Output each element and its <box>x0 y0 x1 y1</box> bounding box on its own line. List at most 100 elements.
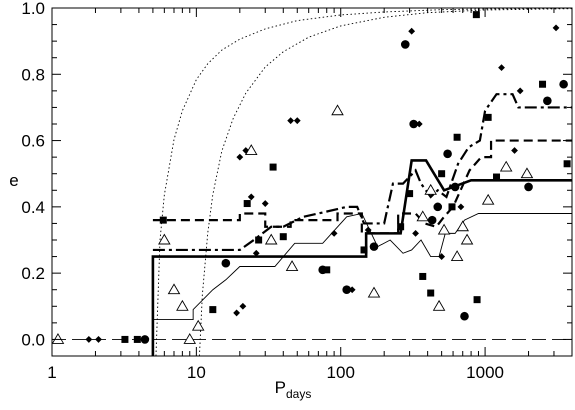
y-axis-label: e <box>9 171 18 190</box>
square-point-2 <box>159 216 167 224</box>
triangle-point-6 <box>244 144 258 155</box>
square-point-1 <box>133 335 141 343</box>
x-tick-label-1: 1 <box>47 363 56 382</box>
square-point-17 <box>472 11 480 19</box>
circle-point-4 <box>369 242 379 251</box>
circle-point-11 <box>460 311 469 321</box>
circle-point-7 <box>427 215 437 225</box>
triangle-point-9 <box>331 104 344 116</box>
x-tick-label-1000: 1000 <box>466 363 504 382</box>
x-axis-label-subscript: days <box>286 387 311 401</box>
square-point-0 <box>121 335 129 343</box>
diamond-point-8 <box>261 200 269 207</box>
x-tick-label-10: 10 <box>187 363 206 382</box>
diamond-point-7 <box>252 249 260 257</box>
square-point-13 <box>427 289 435 297</box>
x-tick-label-100: 100 <box>327 363 355 382</box>
diamond-point-18 <box>457 203 465 211</box>
diamond-point-5 <box>242 147 250 154</box>
diamond-point-13 <box>364 226 372 234</box>
y-tick-label-0.4: 0.4 <box>21 198 45 217</box>
triangle-point-8 <box>285 260 299 271</box>
diamond-point-20 <box>511 147 518 154</box>
y-tick-label-0.0: 0.0 <box>21 330 45 349</box>
square-point-5 <box>255 236 263 244</box>
circle-point-2 <box>318 265 327 275</box>
circle-point-9 <box>443 149 452 159</box>
data-markers <box>52 11 571 344</box>
circle-point-10 <box>450 182 460 192</box>
series-line-dashed-2 <box>152 139 572 235</box>
diamond-point-1 <box>95 336 102 343</box>
diamond-point-11 <box>330 229 338 237</box>
square-point-4 <box>243 200 251 208</box>
circle-point-5 <box>400 40 410 49</box>
square-point-15 <box>448 203 456 211</box>
triangle-point-15 <box>450 250 464 262</box>
circle-point-8 <box>433 202 443 212</box>
triangle-point-16 <box>456 220 470 232</box>
square-point-10 <box>397 223 405 231</box>
diamond-point-4 <box>239 302 247 310</box>
triangle-point-13 <box>432 299 446 311</box>
y-tick-label-0.6: 0.6 <box>21 132 45 151</box>
triangle-point-2 <box>167 283 181 295</box>
square-point-22 <box>563 160 571 168</box>
square-point-16 <box>453 133 461 141</box>
diamond-point-14 <box>408 27 416 35</box>
y-tick-label-0.8: 0.8 <box>21 65 45 84</box>
square-point-7 <box>279 233 287 241</box>
diamond-point-15 <box>412 229 419 237</box>
square-point-20 <box>493 173 501 181</box>
series-line-dotted-5 <box>198 8 572 356</box>
y-tick-label-0.2: 0.2 <box>21 264 45 283</box>
square-point-18 <box>473 296 481 304</box>
square-point-3 <box>209 306 217 314</box>
diamond-point-21 <box>516 87 524 95</box>
square-point-9 <box>360 246 368 254</box>
triangle-point-3 <box>176 299 189 311</box>
diamond-point-9 <box>287 117 295 125</box>
triangle-point-7 <box>264 233 278 245</box>
triangle-point-11 <box>416 210 430 222</box>
diamond-point-6 <box>247 193 255 201</box>
circle-point-12 <box>524 182 533 192</box>
triangle-point-17 <box>460 233 474 245</box>
axis-ticks <box>51 7 573 356</box>
y-tick-label-1.0: 1.0 <box>21 0 45 18</box>
triangle-point-4 <box>183 333 197 344</box>
square-point-19 <box>484 113 492 121</box>
diamond-point-22 <box>552 24 560 32</box>
diamond-point-17 <box>438 253 446 260</box>
triangle-point-12 <box>424 183 437 195</box>
circle-point-0 <box>140 335 150 344</box>
diamond-point-12 <box>348 286 356 294</box>
square-point-12 <box>419 272 427 280</box>
circle-point-3 <box>342 285 351 295</box>
triangle-point-14 <box>437 223 451 235</box>
diamond-point-19 <box>498 64 505 72</box>
diamond-point-3 <box>236 153 244 161</box>
plot-frame <box>51 7 573 357</box>
triangle-point-20 <box>520 167 534 179</box>
circle-point-1 <box>221 258 231 268</box>
triangle-point-19 <box>499 160 513 172</box>
square-point-11 <box>406 190 414 198</box>
series-lines <box>52 8 572 356</box>
circle-point-6 <box>409 119 418 129</box>
diamond-point-0 <box>85 336 93 343</box>
triangle-point-5 <box>191 319 205 331</box>
diamond-point-16 <box>415 120 423 128</box>
triangle-point-18 <box>481 193 495 205</box>
diamond-point-2 <box>233 309 241 317</box>
x-axis-label-main: P <box>275 378 286 397</box>
square-point-14 <box>438 170 446 178</box>
triangle-point-10 <box>367 286 381 298</box>
circle-point-14 <box>559 79 568 89</box>
series-line-dash-dot-3 <box>152 93 572 252</box>
triangle-point-0 <box>52 333 65 344</box>
x-axis-label: Pdays <box>275 378 312 401</box>
series-line-solid-thick-0 <box>151 159 572 356</box>
square-point-6 <box>269 163 277 171</box>
